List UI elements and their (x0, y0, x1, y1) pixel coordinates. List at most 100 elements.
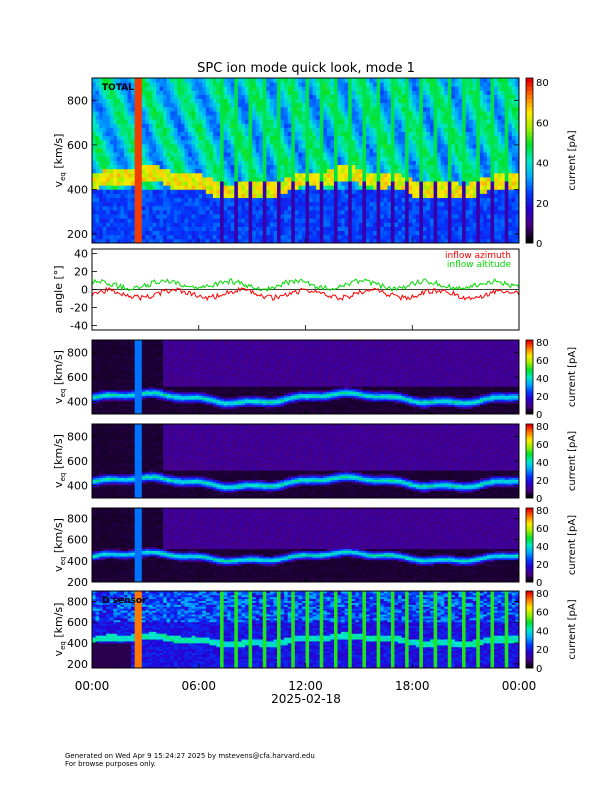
spectrogram-cell (373, 164, 378, 170)
spectrogram-cell (116, 193, 121, 199)
spectrogram-cell (266, 205, 271, 211)
spectrogram-cell (127, 148, 132, 153)
spectrogram-cell (312, 86, 317, 91)
spectrogram-cell (355, 144, 360, 149)
spectrogram-cell (479, 152, 484, 157)
spectrogram-cell (362, 238, 367, 244)
spectrogram-cell (472, 131, 477, 137)
spectrogram-cell (405, 193, 410, 199)
spectrogram-cell (99, 148, 104, 153)
spectrogram-cell (501, 238, 506, 244)
spectrogram-cell (515, 135, 520, 141)
spectrogram-cell (344, 210, 349, 215)
spectrogram-cell (113, 152, 118, 157)
spectrogram-cell (497, 98, 502, 104)
spectrogram-cell (262, 98, 267, 104)
spectrogram-cell (188, 135, 193, 141)
spectrogram-cell (344, 106, 349, 112)
spectrogram-cell (430, 177, 434, 182)
spectrogram-cell (245, 164, 249, 170)
spectrogram-cell (476, 131, 481, 137)
spectrogram-cell (348, 177, 353, 182)
spectrogram-cell (241, 222, 246, 227)
spectrogram-cell (287, 222, 292, 227)
spectrogram-cell (216, 226, 221, 232)
spectrogram-cell (248, 94, 253, 100)
spectrogram-cell (124, 234, 128, 240)
spectrogram-cell (305, 102, 310, 108)
spectrogram-cell (209, 226, 214, 232)
spectrogram-cell (234, 214, 239, 219)
spectrogram-cell (127, 119, 132, 124)
spectrogram-cell (252, 123, 257, 128)
spectrogram-cell (444, 193, 449, 199)
spectrogram-cell (447, 156, 452, 161)
spectrogram-cell (494, 156, 499, 161)
spectrogram-cell (127, 115, 132, 120)
spectrogram-cell (433, 106, 438, 112)
spectrogram-cell (109, 98, 114, 104)
spectrogram-cell (394, 123, 399, 128)
spectrogram-cell (337, 234, 342, 240)
spectrogram-cell (454, 197, 459, 203)
spectrogram-cell (419, 86, 424, 91)
spectrogram-cell (170, 189, 175, 194)
spectrogram-cell (131, 152, 136, 157)
spectrogram-cell (287, 205, 292, 211)
spectrogram-cell (362, 144, 367, 149)
spectrogram-cell (508, 144, 513, 149)
spectrogram-cell (394, 177, 399, 182)
spectrogram-cell (405, 127, 410, 133)
spectrogram-cell (309, 111, 314, 116)
spectrogram-cell (472, 197, 477, 203)
spectrogram-cell (202, 86, 207, 91)
spectrogram-cell (180, 205, 185, 211)
spectrogram-cell (102, 177, 107, 182)
spectrogram-cell (469, 106, 474, 112)
spectrogram-cell (230, 115, 235, 120)
spectrogram-cell (241, 201, 246, 207)
spectrogram-cell (458, 90, 463, 95)
spectrogram-cell (312, 135, 317, 141)
spectrogram-cell (205, 123, 210, 128)
spectrogram-cell (341, 123, 346, 128)
spectrogram-cell (333, 189, 338, 194)
spectrogram-cell (280, 106, 285, 112)
spectrogram-cell (472, 135, 477, 141)
spectrogram-cell (173, 94, 178, 100)
spectrogram-cell (415, 177, 420, 182)
spectrogram-cell (469, 222, 474, 227)
spectrogram-cell (138, 94, 143, 100)
spectrogram-cell (95, 358, 100, 361)
spectrogram-cell (501, 197, 506, 203)
spectrogram-cell (312, 193, 317, 199)
spectrogram-cell (504, 185, 509, 190)
spectrogram-cell (426, 222, 431, 227)
spectrogram-cell (405, 139, 410, 145)
spectrogram-cell (508, 152, 513, 157)
spectrogram-cell (472, 82, 477, 87)
spectrogram-cell (479, 230, 484, 236)
spectrogram-cell (138, 156, 143, 161)
spectrogram-cell (337, 94, 342, 100)
spectrogram-cell (365, 144, 370, 149)
spectrogram-cell (138, 90, 143, 95)
spectrogram-cell (99, 90, 104, 95)
spectrogram-cell (504, 94, 509, 100)
spectrogram-cell (447, 135, 452, 141)
spectrogram-cell (319, 156, 324, 161)
spectrogram-cell (113, 185, 118, 190)
spectrogram-cell (433, 156, 438, 161)
spectrogram-cell (138, 234, 143, 240)
spectrogram-cell (209, 164, 214, 170)
spectrogram-cell (494, 193, 499, 199)
spectrogram-cell (398, 82, 402, 87)
spectrogram-cell (216, 234, 221, 240)
spectrogram-cell (348, 230, 353, 236)
spectrogram-cell (472, 115, 477, 120)
spectrogram-cell (301, 82, 306, 87)
spectrogram-cell (326, 201, 331, 207)
spectrogram-cell (515, 115, 520, 120)
spectrogram-cell (301, 144, 306, 149)
spectrogram-cell (351, 189, 356, 194)
